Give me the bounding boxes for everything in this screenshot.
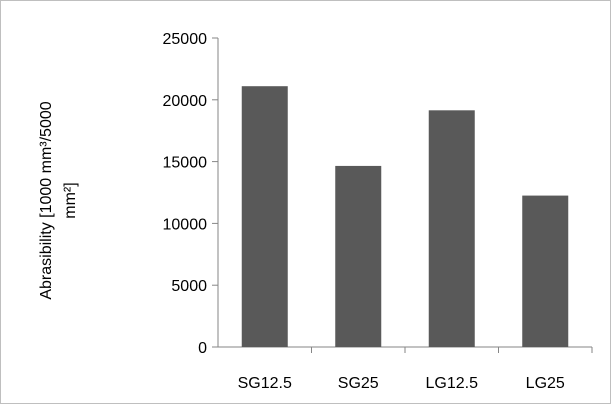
y-tick-label-0: 0: [198, 340, 207, 357]
x-tick-label-3: LG25: [526, 375, 565, 392]
bar-sg25: [335, 165, 382, 347]
x-tick-label-2: LG12.5: [426, 375, 479, 392]
y-axis-label-line-2: mm²]: [62, 182, 79, 218]
y-tick-label-3: 15000: [163, 155, 208, 172]
x-tick-label-0: SG12.5: [238, 375, 292, 392]
y-axis-label-line-1: Abrasibility [1000 mm³/5000: [38, 101, 55, 299]
y-tick-label-4: 20000: [163, 93, 208, 110]
bar-sg12-5: [241, 86, 288, 347]
bar-lg12-5: [428, 110, 475, 347]
y-tick-label-5: 25000: [163, 31, 208, 48]
x-tick-label-1: SG25: [338, 375, 379, 392]
plot-area: 0 5000 10000 15000 20000 25000 SG12.5 SG25 LG12.…: [163, 31, 593, 392]
y-tick-label-2: 10000: [163, 216, 208, 233]
bar-lg25: [522, 195, 569, 347]
y-axis-label: Abrasibility [1000 mm³/5000 mm²]: [38, 101, 79, 299]
y-tick-label-1: 5000: [171, 278, 207, 295]
